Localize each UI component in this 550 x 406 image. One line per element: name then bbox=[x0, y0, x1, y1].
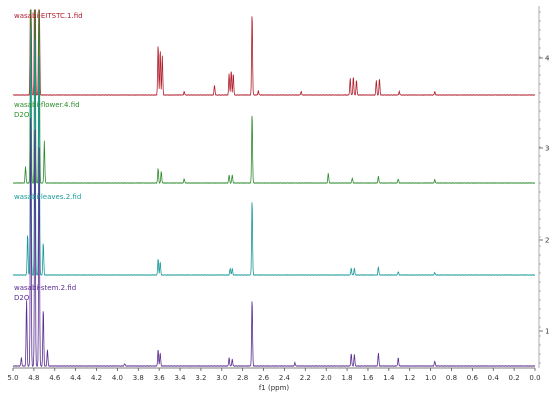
x-tick-label: 4.0 bbox=[112, 374, 123, 382]
x-axis: 5.0 4.8 4.6 4.4 4.2 4.0 3.8 3.6 3.4 3.2 3.0 2.8 2.6 2… bbox=[7, 367, 541, 382]
x-tick-label: 4.8 bbox=[28, 374, 39, 382]
x-tick-label: 0.6 bbox=[467, 374, 479, 382]
spectrum-trace-1 bbox=[12, 9, 536, 96]
x-tick-label: 1.6 bbox=[362, 374, 374, 382]
spectrum-trace-4 bbox=[12, 117, 536, 368]
x-tick-label: 4.4 bbox=[70, 374, 82, 382]
x-tick-label: 0.0 bbox=[529, 374, 540, 382]
x-tick-label: 3.8 bbox=[133, 374, 144, 382]
x-tick-label: 1.0 bbox=[425, 374, 436, 382]
x-tick-label: 0.8 bbox=[446, 374, 457, 382]
x-tick-label: 2.0 bbox=[321, 374, 332, 382]
x-tick-label: 3.4 bbox=[174, 374, 186, 382]
right-axis: 4 3 2 1 bbox=[538, 6, 550, 368]
trace-label-4: wasabi-stem.2.fid bbox=[14, 284, 76, 292]
x-tick-label: 1.8 bbox=[342, 374, 353, 382]
spectra-traces bbox=[12, 9, 536, 368]
trace-label-3: wasabi-leaves.2.fid bbox=[14, 193, 81, 201]
spectrum-trace-2 bbox=[12, 9, 536, 185]
x-tick-label: 2.6 bbox=[258, 374, 270, 382]
x-tick-label: 1.4 bbox=[383, 374, 395, 382]
x-tick-label: 3.0 bbox=[216, 374, 227, 382]
trace-label-1: wasabi-EITSTC.1.fid bbox=[14, 12, 83, 20]
right-tick-label: 4 bbox=[545, 55, 550, 63]
right-tick-label: 2 bbox=[545, 237, 549, 245]
x-tick-label: 5.0 bbox=[7, 374, 18, 382]
x-tick-label: 2.8 bbox=[237, 374, 248, 382]
x-tick-label: 3.6 bbox=[154, 374, 166, 382]
right-tick-label: 3 bbox=[545, 145, 549, 153]
right-tick-label: 1 bbox=[545, 328, 549, 336]
trace-label-2: wasabi-flower.4.fid bbox=[14, 101, 80, 109]
x-tick-label: 0.4 bbox=[488, 374, 500, 382]
x-tick-label: 2.4 bbox=[279, 374, 291, 382]
x-tick-label: 3.2 bbox=[195, 374, 206, 382]
trace-labels: wasabi-EITSTC.1.fid wasabi-flower.4.fid D2… bbox=[14, 12, 83, 302]
x-axis-label: f1 (ppm) bbox=[259, 384, 290, 392]
x-tick-label: 1.2 bbox=[404, 374, 415, 382]
spectrum-trace-3 bbox=[12, 26, 536, 276]
x-tick-label: 4.2 bbox=[91, 374, 102, 382]
trace-sublabel-4: D2O bbox=[14, 294, 30, 302]
x-tick-label: 2.2 bbox=[300, 374, 311, 382]
trace-sublabel-2: D2O bbox=[14, 111, 30, 119]
x-tick-label: 4.6 bbox=[49, 374, 61, 382]
x-tick-label: 0.2 bbox=[509, 374, 520, 382]
